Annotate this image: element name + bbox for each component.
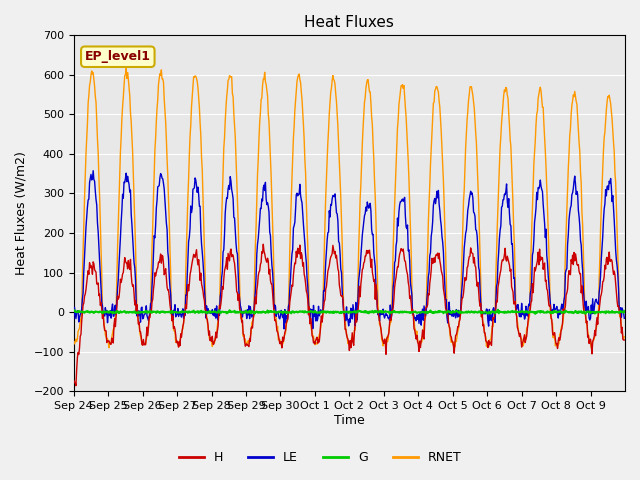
Title: Heat Fluxes: Heat Fluxes xyxy=(305,15,394,30)
Legend: H, LE, G, RNET: H, LE, G, RNET xyxy=(173,446,467,469)
Text: EP_level1: EP_level1 xyxy=(85,50,151,63)
Y-axis label: Heat Fluxes (W/m2): Heat Fluxes (W/m2) xyxy=(15,151,28,275)
X-axis label: Time: Time xyxy=(334,414,365,427)
